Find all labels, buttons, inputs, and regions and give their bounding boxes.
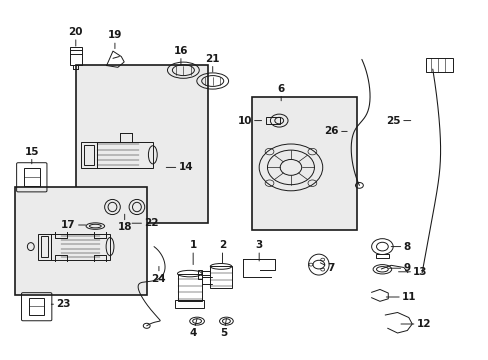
Text: 15: 15 <box>24 147 39 164</box>
Text: 9: 9 <box>388 263 410 273</box>
Text: 25: 25 <box>386 116 410 126</box>
Text: 24: 24 <box>151 266 166 284</box>
Text: 17: 17 <box>61 220 85 230</box>
Text: 6: 6 <box>277 84 284 101</box>
Text: 10: 10 <box>237 116 261 126</box>
Text: 26: 26 <box>324 126 346 136</box>
FancyBboxPatch shape <box>76 65 207 223</box>
Text: 3: 3 <box>255 240 262 261</box>
Text: 18: 18 <box>117 214 132 233</box>
Text: 7: 7 <box>320 263 334 273</box>
Text: 14: 14 <box>166 162 193 172</box>
Text: 19: 19 <box>107 30 122 49</box>
Text: 1: 1 <box>189 240 196 265</box>
Text: 4: 4 <box>189 319 197 338</box>
Text: 5: 5 <box>220 319 227 338</box>
Text: 2: 2 <box>219 240 225 263</box>
Text: 8: 8 <box>390 242 410 252</box>
FancyBboxPatch shape <box>251 97 356 230</box>
FancyBboxPatch shape <box>15 187 146 295</box>
Text: 13: 13 <box>398 267 427 277</box>
Text: 16: 16 <box>173 46 188 65</box>
Text: 21: 21 <box>205 54 220 72</box>
Text: 23: 23 <box>51 299 71 309</box>
Text: 11: 11 <box>386 292 416 302</box>
Text: 20: 20 <box>68 27 83 46</box>
Text: 12: 12 <box>400 319 430 329</box>
Text: 22: 22 <box>132 218 159 228</box>
